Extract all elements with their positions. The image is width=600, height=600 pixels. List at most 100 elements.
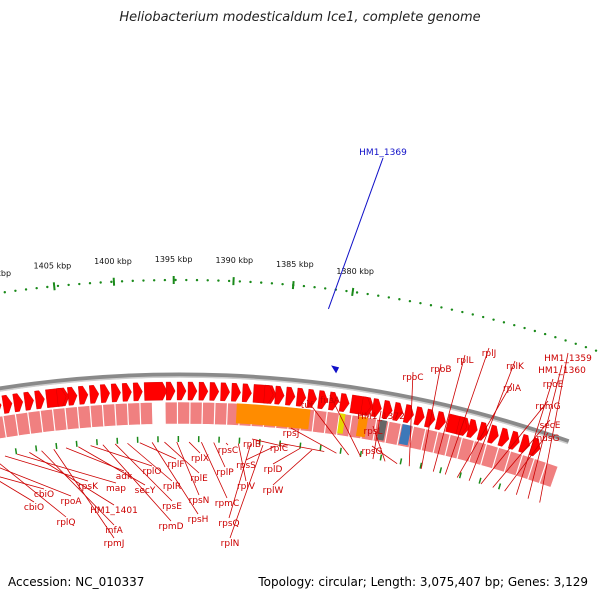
ruler-dot — [408, 299, 412, 303]
gene-label-rplv: rplV — [237, 482, 256, 492]
reverse-gene — [0, 415, 7, 439]
ruler-dot — [387, 296, 391, 299]
ruler-dot — [142, 279, 145, 282]
highlight-leader — [327, 157, 384, 310]
reverse-gene — [214, 402, 228, 426]
gene-leader — [329, 394, 362, 458]
gene-label-rpmg: rpmG — [535, 402, 560, 412]
reverse-gene — [189, 401, 203, 425]
gene-leader — [228, 444, 252, 519]
feature-steel — [398, 424, 412, 446]
ruler-dot — [185, 278, 188, 282]
ruler-dot — [461, 310, 464, 314]
forward-gene — [88, 385, 100, 404]
gene-leader — [127, 442, 173, 482]
forward-gene — [23, 391, 34, 411]
ruler-dot — [523, 326, 526, 330]
gene-leader — [420, 363, 442, 469]
ruler-tick-label: 1410 kbp — [0, 269, 11, 278]
ruler-tick-label: 1390 kbp — [215, 256, 253, 265]
gene-label-rpsl: rpsL — [363, 427, 382, 437]
ruler-dot — [398, 298, 401, 301]
forward-gene — [466, 418, 478, 438]
gene-leader — [456, 382, 513, 478]
accession-text: Accession: NC_010337 — [8, 575, 145, 589]
ruler-dot — [3, 291, 6, 294]
gene-leader — [201, 442, 228, 499]
gene-label-infa: infA — [105, 526, 123, 536]
ruler-dot — [163, 278, 167, 282]
ruler-dot — [492, 318, 495, 321]
gene-leader — [114, 443, 173, 502]
inner-tick — [299, 442, 302, 449]
gene-leader — [0, 476, 45, 490]
forward-gene — [78, 385, 89, 405]
reverse-gene — [102, 403, 117, 427]
forward-gene — [338, 393, 350, 412]
reverse-gene — [127, 402, 141, 426]
reverse-gene — [432, 431, 451, 457]
ruler-dot — [481, 315, 485, 319]
gene-label-secy: secY — [135, 486, 156, 496]
ruler-dot — [355, 291, 359, 294]
ruler-dot — [281, 282, 284, 286]
gene-label-cbio: cbiO — [24, 503, 44, 513]
gene-label-rplk: rplK — [506, 362, 525, 372]
forward-gene — [165, 381, 176, 401]
gene-leader — [480, 400, 549, 485]
forward-gene — [231, 382, 241, 402]
forward-gene — [295, 387, 307, 407]
reverse-gene — [15, 411, 31, 437]
feature-orange-long — [235, 403, 311, 430]
reverse-gene — [312, 409, 328, 434]
gene-label-hm1_1372: HM1_1372 — [357, 412, 405, 422]
gene-leader — [90, 445, 153, 467]
forward-gene — [198, 381, 209, 401]
gene-label-rpld: rplD — [264, 465, 283, 475]
gene-leader — [251, 438, 288, 448]
reverse-gene — [64, 406, 80, 431]
gene-leader — [102, 444, 172, 522]
ruler-dot — [594, 349, 598, 352]
inner-tick — [14, 448, 18, 455]
gene-leader — [78, 446, 146, 486]
forward-gene — [476, 421, 489, 441]
gene-label-adk: adk — [116, 472, 133, 482]
inner-tick — [319, 444, 322, 452]
gene-label-rpln: rplN — [221, 539, 240, 549]
inner-tick — [35, 445, 38, 452]
gene-leader — [29, 452, 115, 506]
ruler-dot — [35, 286, 38, 290]
reverse-gene — [77, 405, 92, 429]
reverse-gene — [202, 401, 216, 425]
inner-tick — [55, 442, 58, 450]
gene-leader — [245, 445, 276, 461]
ruler-dot — [533, 329, 537, 333]
ruler-dot — [56, 284, 60, 288]
gene-label-rpoa: rpoA — [60, 497, 82, 507]
ruler-dot — [345, 289, 348, 293]
forward-gene — [143, 381, 168, 401]
forward-gene — [56, 387, 67, 407]
ruler-dot — [450, 308, 454, 311]
inner-tick — [339, 447, 342, 454]
ruler-dot — [195, 278, 199, 282]
gene-label-rpsn: rpsN — [189, 496, 210, 506]
ruler-dot — [377, 294, 380, 297]
gene-label-hm1_1359: HM1_1359 — [544, 354, 592, 364]
forward-gene — [1, 394, 13, 414]
ruler-tick-label: 1380 kbp — [336, 267, 374, 276]
gene-label-rpsk: rpsK — [78, 482, 99, 492]
forward-gene — [317, 390, 328, 410]
ruler-dot — [313, 286, 316, 289]
ruler-dot — [260, 281, 263, 284]
gene-leader — [41, 450, 115, 526]
ruler-dot — [152, 279, 156, 282]
ruler-dot — [46, 285, 49, 289]
ruler-dot — [217, 279, 220, 282]
gene-leader — [164, 441, 200, 474]
forward-gene — [392, 402, 404, 422]
gene-label-rpsj: rpsJ — [283, 429, 300, 439]
gene-leader — [372, 410, 382, 460]
